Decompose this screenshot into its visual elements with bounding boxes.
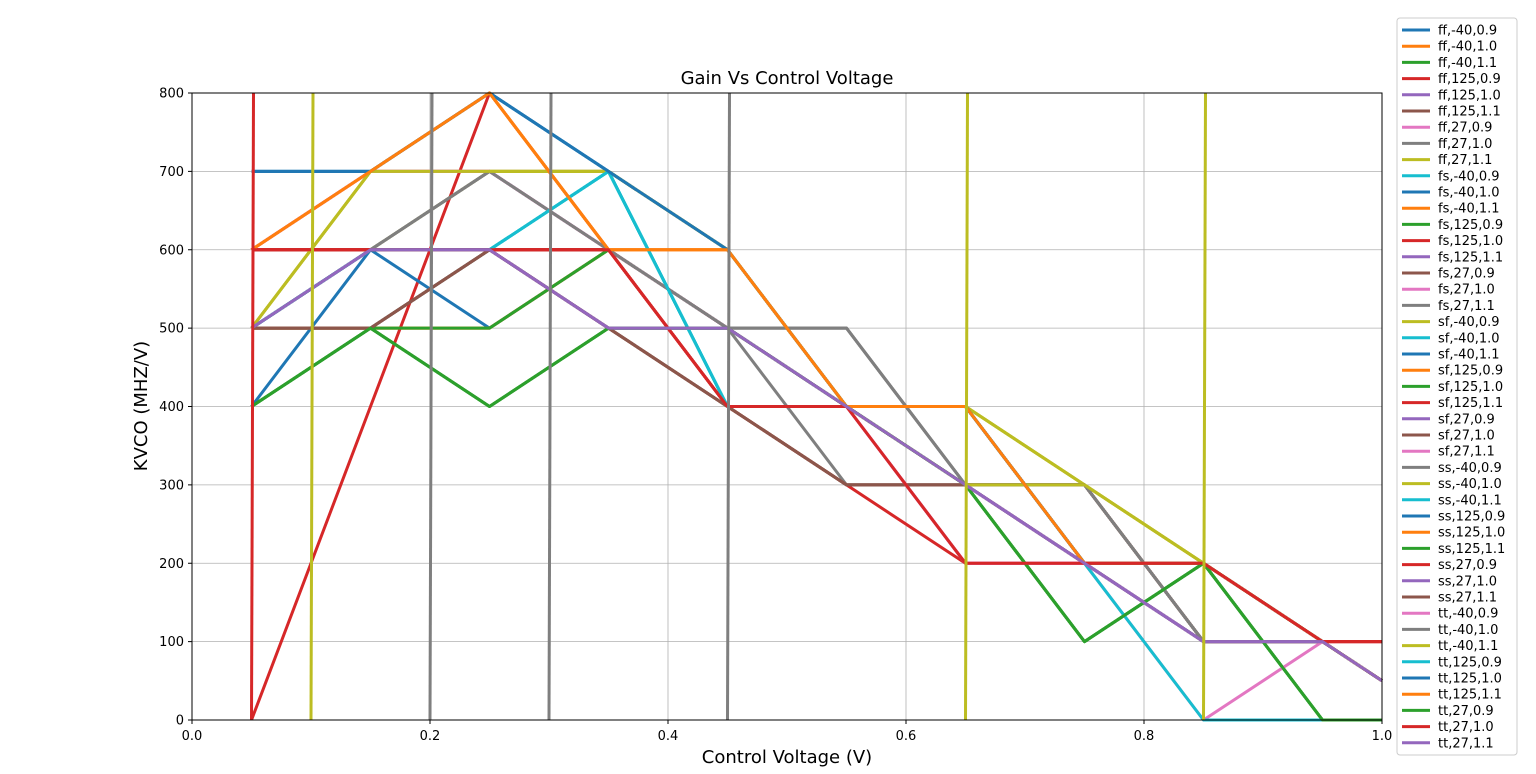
series-line [250, 169, 1383, 683]
x-axis-label: Control Voltage (V) [702, 747, 872, 768]
series-line [251, 169, 1383, 683]
legend-label: ss,125,1.1 [1438, 542, 1505, 557]
x-tick-label: 0.6 [896, 729, 917, 744]
legend-label: ss,27,0.9 [1438, 558, 1497, 573]
series-line [250, 169, 1383, 683]
legend-label: ss,27,1.0 [1438, 574, 1497, 589]
spike-line [428, 92, 434, 721]
legend-label: ss,27,1.1 [1438, 591, 1497, 606]
legend-label: sf,27,1.0 [1438, 429, 1495, 444]
x-tick-label: 0.0 [182, 729, 203, 744]
legend-label: fs,-40,1.1 [1438, 202, 1500, 217]
legend-label: tt,125,1.0 [1438, 672, 1502, 687]
legend-label: fs,-40,1.0 [1438, 186, 1500, 201]
legend-label: ff,-40,1.0 [1438, 40, 1497, 55]
legend-label: ss,-40,1.0 [1438, 477, 1502, 492]
series-line [250, 169, 1383, 683]
chart-title: Gain Vs Control Voltage [681, 68, 894, 89]
series-line [250, 248, 1383, 683]
legend-label: sf,125,1.1 [1438, 396, 1503, 411]
legend-label: fs,27,1.0 [1438, 283, 1495, 298]
legend-label: sf,27,1.1 [1438, 445, 1495, 460]
legend-label: fs,125,0.9 [1438, 218, 1503, 233]
legend-label: tt,-40,1.1 [1438, 639, 1498, 654]
legend-label: sf,125,1.0 [1438, 380, 1503, 395]
series-line [250, 169, 1383, 683]
series-line [250, 169, 1383, 683]
series-line [250, 169, 1383, 683]
legend-label: tt,27,1.0 [1438, 720, 1494, 735]
y-axis-label: KVCO (MHZ/V) [131, 341, 152, 471]
y-tick-label: 400 [159, 400, 184, 415]
legend-label: ff,-40,1.1 [1438, 56, 1497, 71]
x-tick-label: 0.8 [1134, 729, 1155, 744]
legend-label: tt,27,1.1 [1438, 736, 1494, 751]
legend-label: tt,125,0.9 [1438, 655, 1502, 670]
series-line [250, 169, 1383, 683]
y-tick-label: 700 [159, 165, 184, 180]
series-line [250, 169, 1383, 683]
series-line [250, 169, 1383, 683]
legend-label: fs,125,1.1 [1438, 250, 1503, 265]
legend: ff,-40,0.9ff,-40,1.0ff,-40,1.1ff,125,0.9… [1396, 17, 1518, 756]
legend-label: sf,-40,0.9 [1438, 315, 1500, 330]
y-tick-label: 0 [176, 714, 184, 729]
legend-label: fs,27,0.9 [1438, 267, 1495, 282]
legend-label: ff,125,1.1 [1438, 105, 1501, 120]
series-line [250, 169, 1383, 683]
legend-label: fs,27,1.1 [1438, 299, 1495, 314]
legend-label: ss,-40,0.9 [1438, 461, 1502, 476]
legend-label: fs,125,1.0 [1438, 234, 1503, 249]
y-tick-label: 200 [159, 557, 184, 572]
series-line [250, 169, 1383, 683]
y-axis-ticks: 0 100 200 300 400 500 600 700 800 [159, 87, 192, 729]
x-tick-label: 0.4 [658, 729, 679, 744]
spike-line [964, 92, 969, 721]
legend-label: sf,-40,1.1 [1438, 348, 1500, 363]
x-tick-label: 1.0 [1372, 729, 1393, 744]
legend-label: ff,125,1.0 [1438, 88, 1501, 103]
legend-label: ss,125,1.0 [1438, 526, 1505, 541]
legend-label: ss,125,0.9 [1438, 510, 1505, 525]
series-line [250, 169, 1383, 683]
series-group [250, 91, 1383, 722]
x-tick-label: 0.2 [420, 729, 441, 744]
series-line [250, 169, 1383, 683]
legend-label: ff,27,0.9 [1438, 121, 1492, 136]
y-tick-label: 300 [159, 478, 184, 493]
legend-label: sf,27,0.9 [1438, 412, 1495, 427]
legend-label: ff,27,1.0 [1438, 137, 1492, 152]
legend-label: tt,125,1.1 [1438, 688, 1502, 703]
legend-label: ss,-40,1.1 [1438, 493, 1502, 508]
legend-label: ff,27,1.1 [1438, 153, 1492, 168]
y-tick-label: 800 [159, 87, 184, 102]
x-axis-ticks: 0.0 0.2 0.4 0.6 0.8 1.0 [182, 720, 1393, 744]
legend-label: ff,125,0.9 [1438, 72, 1501, 87]
legend-label: ff,-40,0.9 [1438, 24, 1497, 39]
legend-label: tt,-40,0.9 [1438, 607, 1498, 622]
legend-label: tt,27,0.9 [1438, 704, 1494, 719]
legend-box [1396, 17, 1518, 756]
y-tick-label: 500 [159, 322, 184, 337]
spike-line [309, 92, 315, 721]
spike-line [250, 92, 255, 721]
legend-label: fs,-40,0.9 [1438, 169, 1500, 184]
y-tick-label: 600 [159, 243, 184, 258]
series-line [251, 248, 1383, 683]
spike-group [250, 92, 1207, 721]
legend-label: sf,-40,1.0 [1438, 331, 1500, 346]
legend-label: tt,-40,1.0 [1438, 623, 1498, 638]
y-tick-label: 100 [159, 635, 184, 650]
spike-line [1202, 92, 1207, 721]
spike-line [726, 92, 731, 721]
legend-label: sf,125,0.9 [1438, 364, 1503, 379]
spike-line [547, 92, 553, 721]
